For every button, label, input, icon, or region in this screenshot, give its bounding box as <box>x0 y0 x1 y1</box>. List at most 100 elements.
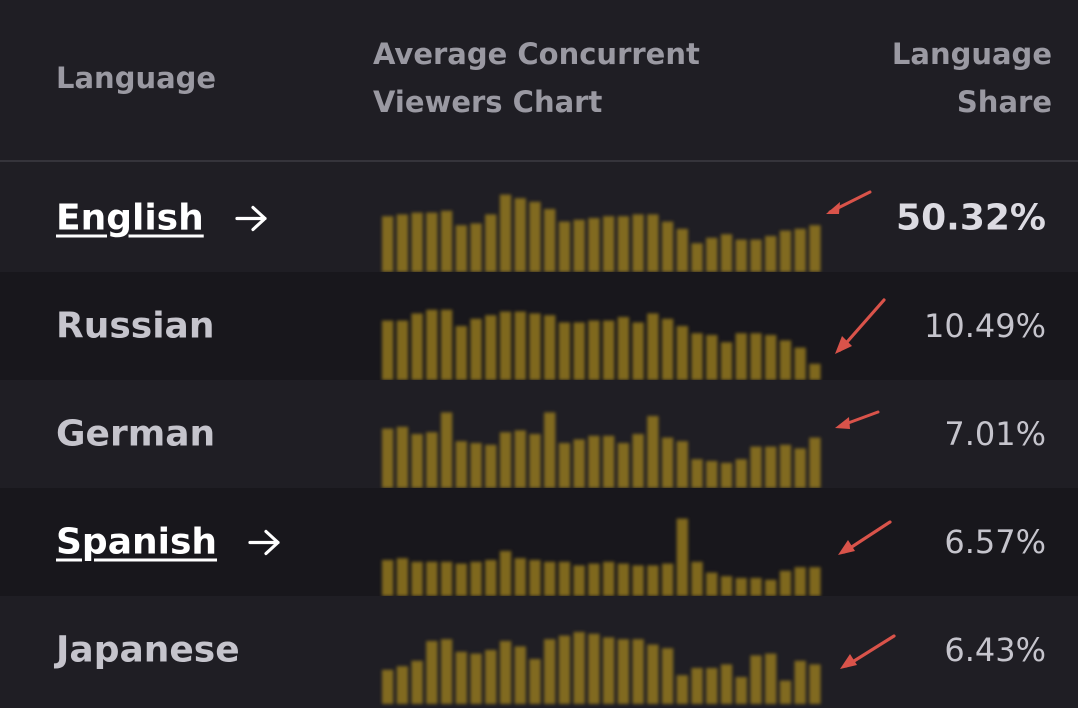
sparkline-bar <box>676 441 688 488</box>
sparkline-bar <box>809 567 821 596</box>
sparkline-bar <box>588 563 600 596</box>
sparkline-bar <box>647 644 659 704</box>
sparkline-bar <box>691 668 703 704</box>
sparkline-bar <box>691 333 703 380</box>
sparkline-bar <box>632 322 644 380</box>
sparkline-bar <box>706 335 718 380</box>
column-header-share-line1: Language <box>891 37 1052 71</box>
sparkline-bar <box>440 309 453 380</box>
sparkline-bar <box>661 221 674 272</box>
sparkline-bar <box>396 320 409 380</box>
table-row: Russian 10.49% <box>0 272 1078 380</box>
language-name: German <box>56 413 216 455</box>
sparkline-bar <box>529 313 541 380</box>
sparkline-bar <box>544 412 556 488</box>
sparkline-bar <box>499 641 512 704</box>
sparkline-bar <box>411 561 423 596</box>
sparkline-bar <box>765 236 777 272</box>
sparkline-bar <box>499 432 512 488</box>
sparkline-bar <box>411 212 423 272</box>
column-header-chart: Average Concurrent Viewers Chart <box>373 30 700 126</box>
sparkline-bar <box>426 309 438 380</box>
sparkline-bar <box>735 459 747 488</box>
sparkline-bar <box>706 668 718 704</box>
annotation-arrow-icon <box>835 298 886 354</box>
sparkline-bar <box>485 560 497 596</box>
language-link[interactable]: Spanish <box>56 522 283 563</box>
table-row: German 7.01% <box>0 380 1078 488</box>
sparkline-bar <box>382 560 394 596</box>
sparkline-bar <box>617 216 630 272</box>
sparkline-bar <box>455 326 467 380</box>
sparkline-bar <box>647 565 659 596</box>
language-name: Russian <box>56 305 215 347</box>
language-share: 10.49% <box>923 307 1046 345</box>
sparkline-bar <box>661 437 674 488</box>
language-name[interactable]: English <box>56 197 204 239</box>
annotation-arrow-icon <box>835 410 880 429</box>
sparkline-bar <box>470 318 482 380</box>
sparkline-bar <box>485 315 497 380</box>
sparkline-bar <box>779 230 792 272</box>
sparkline-bar <box>706 237 718 272</box>
annotation-arrow-icon <box>838 520 892 555</box>
sparkline-bar <box>588 218 600 272</box>
sparkline-bar <box>661 648 674 704</box>
sparkline-bar <box>573 632 585 704</box>
column-header-share-line2: Share <box>956 85 1052 119</box>
sparkline-bar <box>544 315 556 380</box>
arrow-right-icon[interactable] <box>247 527 283 557</box>
sparkline-bar <box>514 430 526 488</box>
sparkline-bar <box>765 335 777 380</box>
sparkline-bar <box>588 435 600 488</box>
language-label: German <box>56 414 215 455</box>
sparkline-bar <box>765 653 777 704</box>
language-link[interactable]: English <box>56 198 270 239</box>
sparkline-bar <box>499 311 512 380</box>
language-share: 6.43% <box>944 631 1046 669</box>
sparkline-bar <box>735 333 747 380</box>
sparkline-bar <box>558 561 571 596</box>
sparkline-bar <box>676 518 688 596</box>
column-header-share[interactable]: Language Share <box>892 30 1052 126</box>
language-name[interactable]: Spanish <box>56 521 218 563</box>
sparkline-bar <box>809 363 821 380</box>
viewers-sparkline <box>382 309 821 380</box>
sparkline-bar <box>588 633 600 704</box>
sparkline-bar <box>411 434 423 488</box>
sparkline-bar <box>661 318 674 380</box>
column-header-chart-line2: Viewers Chart <box>373 85 603 119</box>
sparkline-bar <box>544 639 556 704</box>
column-header-language[interactable]: Language <box>56 61 217 95</box>
sparkline-bar <box>470 223 482 272</box>
sparkline-bar <box>396 666 409 704</box>
sparkline-bar <box>411 660 423 704</box>
arrow-right-icon[interactable] <box>234 203 270 233</box>
language-name: Japanese <box>56 629 240 671</box>
sparkline-bar <box>544 561 556 596</box>
sparkline-bar <box>794 567 806 596</box>
sparkline-bar <box>765 446 777 488</box>
sparkline-bar <box>676 326 688 380</box>
sparkline-bar <box>485 444 497 488</box>
sparkline-bar <box>632 639 644 704</box>
sparkline-bar <box>544 209 556 272</box>
sparkline-bar <box>603 637 615 704</box>
sparkline-bar <box>647 214 659 272</box>
table-row: Japanese 6.43% <box>0 596 1078 704</box>
sparkline-bar <box>440 210 453 272</box>
language-share: 50.32% <box>896 197 1046 239</box>
sparkline-bar <box>632 434 644 488</box>
sparkline-bar <box>440 561 453 596</box>
language-label: Japanese <box>56 630 240 671</box>
sparkline-bar <box>440 412 453 488</box>
sparkline-bar <box>794 448 806 488</box>
sparkline-bar <box>396 214 409 272</box>
sparkline-bar <box>573 439 585 488</box>
language-share: 7.01% <box>944 415 1046 453</box>
sparkline-bar <box>382 320 394 380</box>
sparkline-bar <box>426 641 438 704</box>
sparkline-bar <box>632 565 644 596</box>
sparkline-bar <box>735 239 747 272</box>
sparkline-bar <box>750 239 762 272</box>
